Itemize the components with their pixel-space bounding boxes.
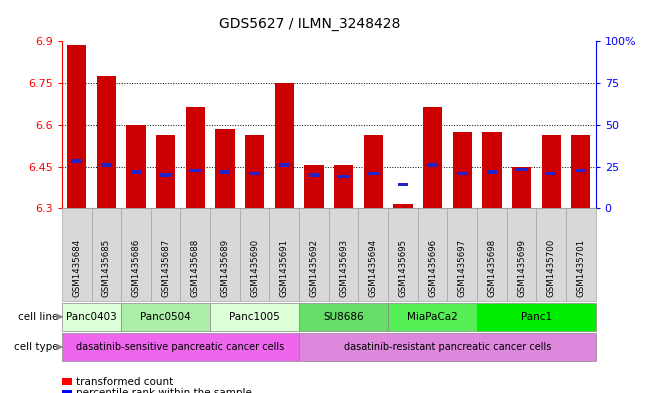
Text: GSM1435684: GSM1435684 — [72, 239, 81, 297]
Bar — [215, 129, 234, 208]
Text: Panc1005: Panc1005 — [229, 312, 280, 322]
Bar — [160, 173, 171, 176]
Text: GSM1435690: GSM1435690 — [250, 239, 259, 297]
Bar — [240, 208, 270, 301]
Text: GDS5627 / ILMN_3248428: GDS5627 / ILMN_3248428 — [219, 17, 400, 31]
Bar — [546, 172, 557, 175]
Bar — [542, 134, 561, 208]
Bar — [299, 208, 329, 301]
Bar — [156, 134, 175, 208]
Bar — [62, 208, 92, 301]
Bar — [121, 303, 210, 331]
Text: cell type: cell type — [14, 342, 59, 352]
Bar — [388, 208, 418, 301]
Bar — [477, 303, 596, 331]
Bar — [304, 165, 324, 208]
Text: GSM1435685: GSM1435685 — [102, 239, 111, 297]
Bar — [299, 303, 388, 331]
Bar — [536, 208, 566, 301]
Bar — [566, 208, 596, 301]
Bar — [72, 159, 82, 163]
Text: GSM1435698: GSM1435698 — [488, 239, 496, 297]
Text: GSM1435686: GSM1435686 — [132, 239, 141, 297]
Bar — [457, 172, 467, 175]
Text: GSM1435697: GSM1435697 — [458, 239, 467, 297]
Bar — [210, 208, 240, 301]
Bar — [477, 208, 506, 301]
Text: GSM1435699: GSM1435699 — [517, 239, 526, 297]
Text: GSM1435694: GSM1435694 — [368, 239, 378, 297]
Text: transformed count: transformed count — [76, 376, 173, 387]
Bar — [121, 208, 151, 301]
Bar — [180, 208, 210, 301]
Bar — [423, 107, 442, 208]
Text: Panc1: Panc1 — [521, 312, 552, 322]
Bar — [368, 172, 378, 175]
Bar — [427, 163, 438, 167]
Text: percentile rank within the sample: percentile rank within the sample — [76, 388, 251, 393]
Text: GSM1435701: GSM1435701 — [576, 239, 585, 297]
Bar — [210, 303, 299, 331]
Bar — [516, 168, 527, 171]
Bar — [275, 83, 294, 208]
Bar — [101, 163, 111, 167]
Bar — [92, 208, 121, 301]
Bar — [97, 76, 116, 208]
Bar — [486, 171, 497, 174]
Bar — [398, 183, 408, 186]
Text: Panc0504: Panc0504 — [140, 312, 191, 322]
Bar — [339, 174, 349, 178]
Bar — [418, 208, 447, 301]
Bar — [571, 134, 590, 208]
Bar — [359, 208, 388, 301]
Text: dasatinib-sensitive pancreatic cancer cells: dasatinib-sensitive pancreatic cancer ce… — [76, 342, 284, 352]
Bar — [279, 163, 290, 167]
Bar — [299, 333, 596, 361]
Bar — [364, 134, 383, 208]
Bar — [190, 169, 201, 173]
Bar — [506, 208, 536, 301]
Text: GSM1435693: GSM1435693 — [339, 239, 348, 297]
Bar — [62, 303, 121, 331]
Bar — [393, 204, 413, 208]
Bar — [62, 333, 299, 361]
Bar — [447, 208, 477, 301]
Bar — [151, 208, 180, 301]
Bar — [62, 378, 72, 385]
Bar — [334, 165, 353, 208]
Bar — [575, 169, 586, 173]
Bar — [186, 107, 205, 208]
Bar — [512, 167, 531, 208]
Text: GSM1435691: GSM1435691 — [280, 239, 289, 297]
Text: dasatinib-resistant pancreatic cancer cells: dasatinib-resistant pancreatic cancer ce… — [344, 342, 551, 352]
Text: GSM1435688: GSM1435688 — [191, 239, 200, 297]
Bar — [388, 303, 477, 331]
Text: GSM1435696: GSM1435696 — [428, 239, 437, 297]
Bar — [245, 134, 264, 208]
Bar — [131, 171, 141, 174]
Text: GSM1435689: GSM1435689 — [221, 239, 229, 297]
Bar — [270, 208, 299, 301]
Text: SU8686: SU8686 — [324, 312, 364, 322]
Bar — [62, 390, 72, 393]
Bar — [452, 132, 472, 208]
Bar — [309, 173, 319, 176]
Bar — [249, 172, 260, 175]
Text: GSM1435687: GSM1435687 — [161, 239, 170, 297]
Bar — [126, 125, 146, 208]
Text: GSM1435695: GSM1435695 — [398, 239, 408, 297]
Text: GSM1435692: GSM1435692 — [309, 239, 318, 297]
Bar — [482, 132, 501, 208]
Text: cell line: cell line — [18, 312, 59, 322]
Bar — [329, 208, 359, 301]
Text: GSM1435700: GSM1435700 — [547, 239, 556, 297]
Text: MiaPaCa2: MiaPaCa2 — [407, 312, 458, 322]
Bar — [219, 171, 230, 174]
Text: Panc0403: Panc0403 — [66, 312, 117, 322]
Bar — [67, 46, 87, 208]
